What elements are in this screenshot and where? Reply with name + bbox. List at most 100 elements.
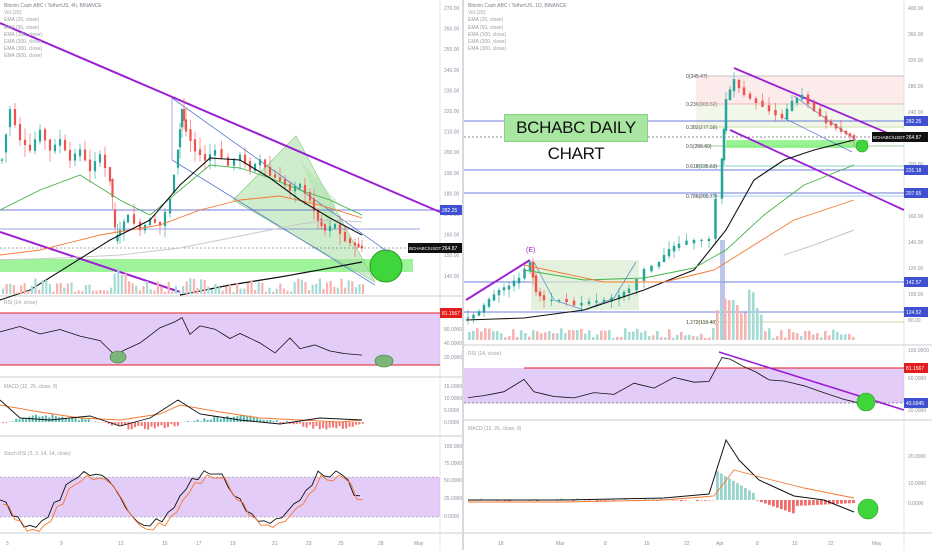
right-volume-bar xyxy=(700,333,703,340)
left-volume-bar xyxy=(297,278,300,294)
left-macd-hist xyxy=(272,420,275,422)
left-macd-hist xyxy=(285,420,288,422)
right-price-tag-text: 264.87 xyxy=(906,135,922,141)
right-volume-bar xyxy=(840,334,843,340)
right-candle xyxy=(672,245,676,252)
left-volume-bar xyxy=(214,283,217,294)
right-volume-bar xyxy=(720,307,723,340)
right-candle xyxy=(487,298,491,307)
left-macd-hist xyxy=(348,422,351,427)
right-candle xyxy=(497,289,501,296)
right-volume-bar xyxy=(652,335,655,340)
left-rsi-band xyxy=(0,313,440,365)
left-macd-hist xyxy=(246,416,249,422)
left-volume-bar xyxy=(182,285,185,294)
right-candle xyxy=(785,108,789,120)
right-legend: Bitcoin Cash ABC / TetherUS, 1D, BINANCE… xyxy=(468,3,567,53)
right-candle xyxy=(834,123,838,129)
left-macd-hist xyxy=(15,418,18,422)
left-price-tag-text: 282.25 xyxy=(442,208,458,214)
right-cup-zone xyxy=(531,260,639,310)
right-macd-hist xyxy=(760,500,763,503)
right-volume-bar xyxy=(808,330,811,340)
right-volume-bar xyxy=(580,329,583,340)
right-time-tick: 15 xyxy=(792,541,798,547)
left-candle xyxy=(193,139,197,152)
left-candle xyxy=(198,149,202,156)
right-candle xyxy=(466,317,470,319)
left-price-tick: 250.00 xyxy=(444,47,460,53)
right-macd-hist xyxy=(572,500,575,502)
left-candle xyxy=(108,167,112,182)
left-volume-bar xyxy=(250,280,253,294)
right-chart-panel[interactable]: 400.00360.00320.00280.00240.00220.00200.… xyxy=(464,0,932,550)
right-legend-ema300: EMA (300, close) xyxy=(468,46,507,53)
left-macd-signal xyxy=(0,404,363,423)
right-volume-bar xyxy=(472,330,475,340)
right-volume-bar xyxy=(740,313,743,340)
right-macd-hist xyxy=(716,471,719,500)
right-candle xyxy=(531,261,535,278)
right-legend-symbol: Bitcoin Cash ABC / TetherUS, 1D, BINANCE xyxy=(468,3,567,9)
left-candle xyxy=(158,221,162,226)
right-candle xyxy=(774,109,777,116)
left-candle xyxy=(33,139,37,151)
right-rsi-band xyxy=(464,368,904,403)
panel-divider[interactable] xyxy=(462,0,464,550)
right-chart-canvas[interactable]: 400.00360.00320.00280.00240.00220.00200.… xyxy=(464,0,932,550)
right-pattern-marker: (E) xyxy=(526,247,535,254)
left-macd-hist xyxy=(361,422,364,424)
left-macd-hist xyxy=(328,422,331,428)
left-volume-bar xyxy=(88,284,91,294)
right-candle xyxy=(502,287,506,291)
right-price-tag-text: 231.18 xyxy=(906,168,922,174)
right-macd-hist xyxy=(748,490,751,500)
right-macd-hist xyxy=(772,500,775,507)
right-volume-bar xyxy=(744,312,747,340)
left-macd-hist xyxy=(51,414,54,422)
left-volume-bar xyxy=(185,281,188,294)
right-volume-bar xyxy=(516,336,519,340)
left-macd-hist xyxy=(282,422,285,424)
left-candle xyxy=(8,109,12,128)
left-candle xyxy=(308,192,312,201)
left-volume-bar xyxy=(203,279,206,294)
left-macd-hist xyxy=(302,422,305,427)
right-candle xyxy=(472,314,475,319)
left-legend-ema20: EMA (20, close) xyxy=(4,17,40,24)
left-volume-bar xyxy=(246,283,249,294)
right-volume-bar xyxy=(584,333,587,340)
right-macd-hist xyxy=(824,500,827,505)
left-chart-canvas[interactable]: 270.00260.00250.00240.00230.00220.00210.… xyxy=(0,0,462,550)
right-volume-bar xyxy=(500,333,503,340)
left-macd-hist xyxy=(358,422,361,425)
left-stoch-tick: 75.0000 xyxy=(444,461,462,467)
left-macd-hist xyxy=(160,422,163,426)
right-volume-bar xyxy=(568,330,571,340)
right-macd-marker xyxy=(857,498,879,520)
left-volume-bar xyxy=(20,285,23,294)
left-macd-hist xyxy=(239,414,242,422)
left-chart-panel[interactable]: 270.00 260.00 250.00 240.00 230.00 220.00 210.… xyxy=(0,0,462,550)
left-support-zone xyxy=(0,259,413,272)
left-candle xyxy=(283,179,287,186)
right-volume-bar xyxy=(748,289,751,340)
left-volume-bar xyxy=(286,290,289,294)
left-candle xyxy=(189,129,192,142)
left-volume-bar xyxy=(84,285,87,294)
right-rsi-tick: 20.0000 xyxy=(908,408,926,414)
right-volume-bar xyxy=(752,292,755,340)
left-volume-bar xyxy=(146,281,149,294)
left-volume-bar xyxy=(138,290,141,294)
left-candle xyxy=(258,159,262,166)
left-macd-hist xyxy=(173,422,176,427)
left-candle xyxy=(113,209,117,228)
left-macd-hist xyxy=(279,422,282,424)
right-macd-hist xyxy=(696,500,699,502)
left-volume-bar xyxy=(279,283,282,294)
left-macd-hist xyxy=(216,416,219,422)
left-legend-symbol: Bitcoin Cash ABC / TetherUS, 4h, BINANCE xyxy=(4,3,102,9)
right-volume-bar xyxy=(504,337,507,340)
left-time-tick: 12 xyxy=(118,541,124,547)
left-ema-long xyxy=(179,261,363,296)
